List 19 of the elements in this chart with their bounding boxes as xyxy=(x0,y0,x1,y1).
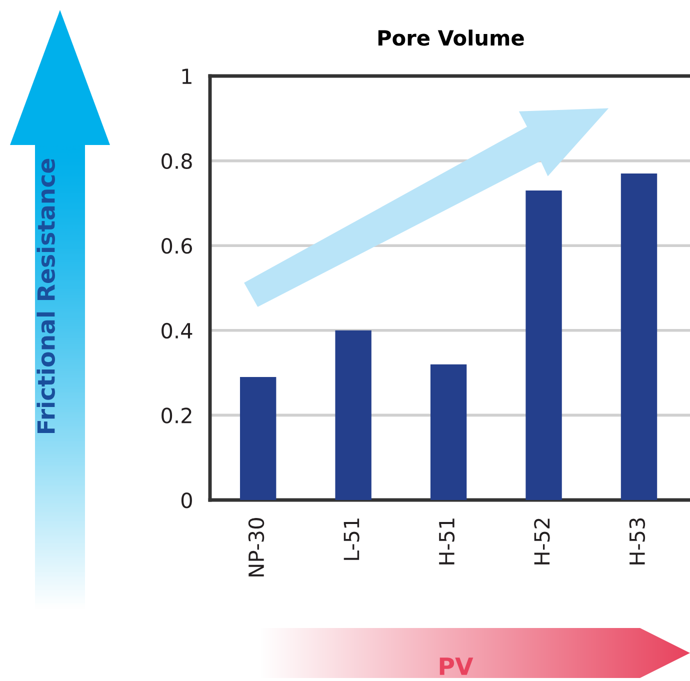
x-tick-label: H-52 xyxy=(534,518,550,564)
y-tick-label: 0 xyxy=(181,492,192,508)
y-tick-label: 0.4 xyxy=(162,322,192,339)
x-axis-title: PV xyxy=(440,658,474,675)
chart-title: Pore Volume xyxy=(378,30,524,46)
bar xyxy=(335,330,372,500)
bar xyxy=(620,174,658,500)
y-tick-label: 0.8 xyxy=(162,153,192,170)
y-tick-label: 0.6 xyxy=(162,238,192,254)
y-axis-title: Frictional Resistance xyxy=(36,158,55,434)
x-tick-label: NP-30 xyxy=(248,518,264,576)
x-tick-label: H-51 xyxy=(439,518,455,564)
bar xyxy=(430,364,467,500)
y-tick-label: 1 xyxy=(182,68,192,84)
bar xyxy=(526,190,562,500)
x-tick-label: H-53 xyxy=(629,518,646,564)
bar xyxy=(240,377,276,500)
y-tick-label: 0.2 xyxy=(162,408,192,424)
x-tick-label: L-51 xyxy=(344,518,360,560)
